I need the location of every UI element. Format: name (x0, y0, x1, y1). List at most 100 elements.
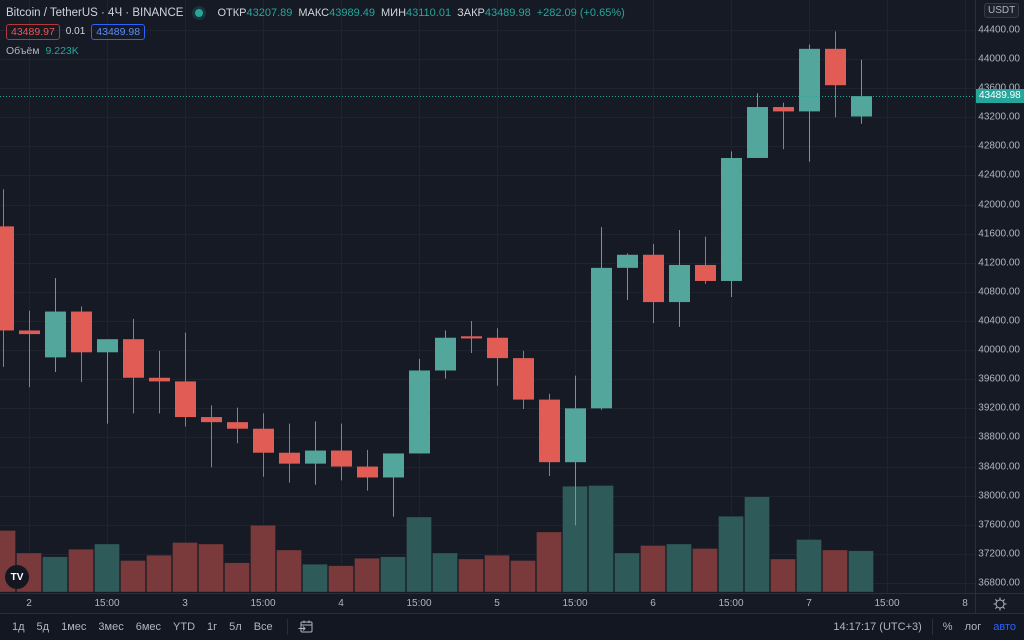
volume-bar (848, 550, 874, 593)
time-axis-label: 2 (26, 598, 32, 609)
candle[interactable] (45, 278, 66, 372)
log-scale-toggle[interactable]: лог (964, 621, 982, 633)
candle[interactable] (97, 339, 118, 424)
price-axis-label: 42400.00 (978, 169, 1020, 181)
time-axis-label: 15:00 (562, 598, 588, 609)
candlestick-chart[interactable] (0, 0, 975, 593)
candle[interactable] (279, 423, 300, 483)
time-axis-label: 15:00 (718, 598, 744, 609)
volume-bar (380, 556, 406, 593)
candle[interactable] (565, 375, 586, 526)
market-status-icon[interactable] (195, 8, 204, 17)
chart-settings-button[interactable] (975, 593, 1024, 613)
candle[interactable] (331, 423, 352, 481)
volume-bar (484, 554, 510, 593)
clock-timezone[interactable]: 14:17:17 (UTC+3) (833, 621, 922, 633)
toolbar-right: 14:17:17 (UTC+3) % лог авто (833, 619, 1024, 635)
currency-badge[interactable]: USDT (984, 3, 1020, 18)
candle[interactable] (0, 189, 14, 367)
range-1y-button[interactable]: 1г (207, 621, 218, 633)
calendar-goto-icon (298, 620, 313, 633)
range-3m-button[interactable]: 3мес (98, 621, 124, 633)
price-axis-label: 38400.00 (978, 461, 1020, 473)
price-axis-label: 37600.00 (978, 519, 1020, 531)
candle[interactable] (409, 358, 430, 454)
tradingview-logo-icon[interactable]: TV (5, 565, 29, 589)
volume-label[interactable]: Объём (6, 44, 40, 57)
volume-bar (224, 562, 250, 593)
candle[interactable] (851, 59, 872, 124)
range-5d-button[interactable]: 5д (36, 621, 50, 633)
candle[interactable] (695, 236, 716, 284)
auto-scale-toggle[interactable]: авто (993, 621, 1016, 633)
candle[interactable] (643, 243, 664, 324)
volume-bar (822, 549, 848, 593)
ohlc-label: ОТКР (217, 6, 247, 19)
buy-button[interactable]: 43489.98 (91, 23, 146, 40)
volume-bar (302, 563, 328, 593)
chart-pane[interactable]: Bitcoin / TetherUS · 4Ч · BINANCE ОТКР 43… (0, 0, 975, 593)
candle[interactable] (149, 350, 170, 414)
price-axis-label: 39600.00 (978, 373, 1020, 385)
candle[interactable] (357, 449, 378, 491)
range-1m-button[interactable]: 1мес (61, 621, 87, 633)
go-to-date-button[interactable] (298, 620, 314, 634)
last-price-tag: 43489.98 (976, 89, 1024, 104)
candle[interactable] (721, 151, 742, 297)
candle[interactable] (669, 230, 690, 327)
candle[interactable] (487, 328, 508, 386)
range-1d-button[interactable]: 1д (12, 621, 25, 633)
price-axis[interactable]: 44400.00 44000.00 43600.00 43200.00 42800.00… (975, 0, 1024, 593)
range-all-button[interactable]: Все (253, 621, 273, 633)
range-5y-button[interactable]: 5л (229, 621, 242, 633)
time-axis-label: 3 (182, 598, 188, 609)
price-axis-label: 44000.00 (978, 53, 1020, 65)
volume-bar (406, 516, 432, 593)
candle[interactable] (825, 31, 846, 118)
candle[interactable] (513, 350, 534, 410)
candle[interactable] (71, 306, 92, 383)
volume-bar (796, 539, 822, 593)
volume-bar (718, 515, 744, 593)
chart-legend: Bitcoin / TetherUS · 4Ч · BINANCE ОТКР 43… (6, 4, 627, 61)
time-axis[interactable]: 2 15:00 3 15:00 4 15:00 5 15:00 6 15:00 7 15:00 8 (0, 593, 975, 613)
price-axis-label: 38000.00 (978, 490, 1020, 502)
candle[interactable] (461, 321, 482, 354)
candle[interactable] (227, 407, 248, 444)
sell-button[interactable]: 43489.97 (6, 23, 60, 40)
price-axis-label: 40800.00 (978, 286, 1020, 298)
candle[interactable] (19, 310, 40, 388)
volume-bar (432, 552, 458, 593)
candle[interactable] (591, 227, 612, 410)
candle[interactable] (799, 44, 820, 162)
volume-bar (198, 543, 224, 593)
price-axis-label: 36800.00 (978, 577, 1020, 589)
candle[interactable] (773, 102, 794, 150)
gear-icon (993, 597, 1007, 610)
range-ytd-button[interactable]: YTD (173, 621, 196, 633)
candle[interactable] (305, 421, 326, 485)
price-axis-label: 44400.00 (978, 24, 1020, 36)
candle[interactable] (123, 318, 144, 414)
price-axis-label: 41200.00 (978, 257, 1020, 269)
spread-value: 0.01 (65, 26, 86, 37)
candle[interactable] (747, 93, 768, 158)
time-axis-label: 4 (338, 598, 344, 609)
candle[interactable] (617, 253, 638, 300)
range-6m-button[interactable]: 6мес (135, 621, 162, 633)
candle[interactable] (201, 405, 222, 468)
candle[interactable] (539, 393, 560, 477)
candle[interactable] (383, 453, 404, 517)
symbol-row: Bitcoin / TetherUS · 4Ч · BINANCE ОТКР43… (6, 4, 627, 21)
volume-bar (120, 560, 146, 593)
symbol-title[interactable]: Bitcoin / TetherUS · 4Ч · BINANCE (6, 6, 184, 19)
candle[interactable] (175, 332, 196, 427)
candle[interactable] (435, 330, 456, 379)
candle[interactable] (253, 413, 274, 477)
price-change: +282.09 (+0.65%) (536, 6, 625, 19)
price-axis-label: 39200.00 (978, 402, 1020, 414)
volume-bar (666, 543, 692, 593)
volume-bar (68, 548, 94, 593)
percent-scale-toggle[interactable]: % (942, 621, 953, 633)
